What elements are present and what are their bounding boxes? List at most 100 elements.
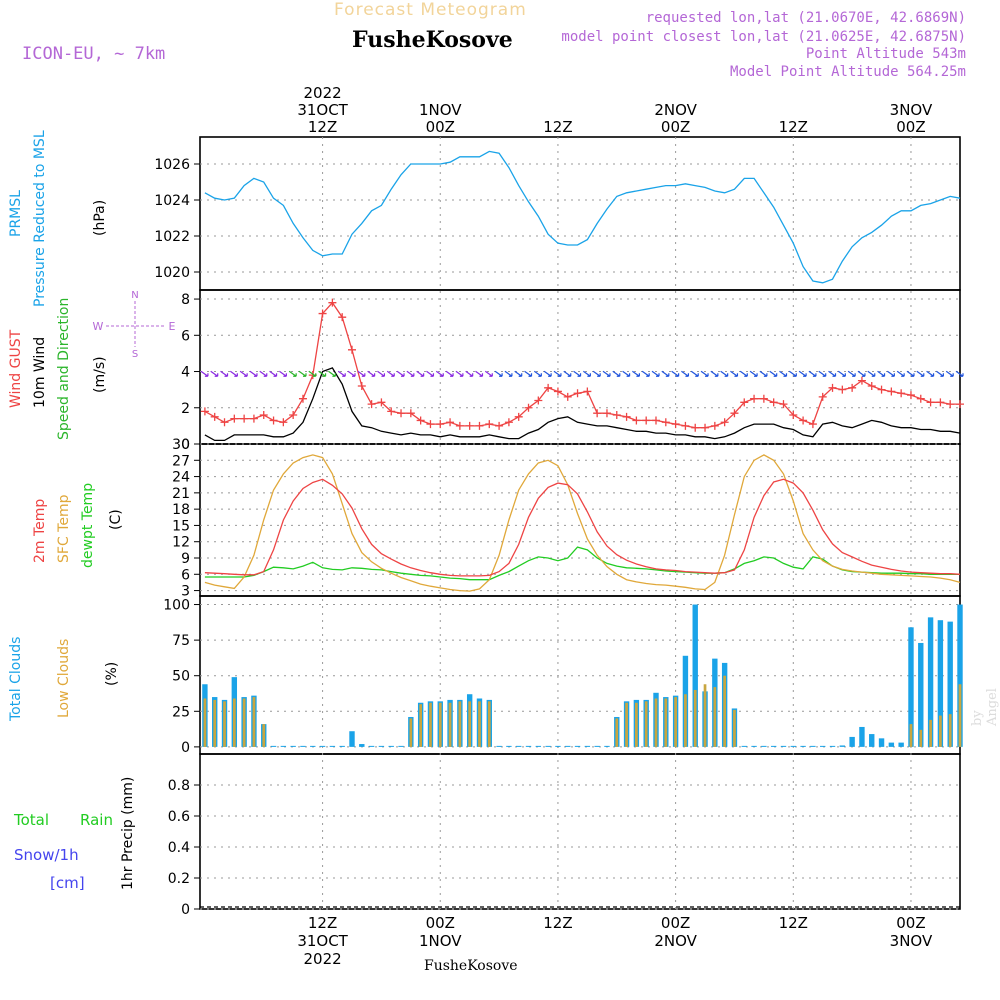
y-tick-label: 0.2 xyxy=(168,871,190,887)
compass-n: N xyxy=(131,290,138,301)
gust-marker xyxy=(348,345,356,354)
bar-total-clouds xyxy=(770,745,777,747)
wind-dir-arrow xyxy=(514,370,523,377)
wind-dir-arrow xyxy=(877,370,886,377)
wind-dir-arrow xyxy=(377,370,386,377)
bar-total-clouds xyxy=(516,745,522,747)
bar-low-clouds xyxy=(615,718,619,747)
gust-marker xyxy=(446,418,455,427)
y-tick-label: 6 xyxy=(181,567,190,583)
y-tick-label: 1024 xyxy=(154,193,190,209)
bar-total-clouds xyxy=(888,742,895,747)
bar-total-clouds xyxy=(761,745,767,747)
bar-low-clouds xyxy=(939,715,942,747)
bar-total-clouds xyxy=(300,745,306,747)
gust-marker xyxy=(730,409,739,418)
bar-low-clouds xyxy=(919,729,923,747)
gust-marker xyxy=(956,400,964,409)
bottom-time-label: 12Z xyxy=(308,914,337,932)
location-title: FusheKosove xyxy=(352,27,513,53)
bar-total-clouds xyxy=(800,745,806,747)
wind-dir-arrow xyxy=(426,370,435,377)
bar-total-clouds xyxy=(388,745,394,747)
bar-total-clouds xyxy=(535,745,542,747)
gust-marker xyxy=(710,421,719,430)
bar-total-clouds xyxy=(359,744,365,747)
bottom-time-label: 1NOV xyxy=(419,932,462,950)
gust-marker xyxy=(240,414,249,423)
bottom-time-label: 2022 xyxy=(303,950,341,968)
wind-dir-arrow xyxy=(543,370,552,377)
gust-marker xyxy=(553,387,562,396)
gust-marker xyxy=(769,398,778,407)
series-sfc-temp xyxy=(204,454,961,592)
wind-dir-arrow xyxy=(259,370,268,377)
wind-dir-arrow xyxy=(288,370,297,377)
wind-dir-arrow xyxy=(494,370,503,377)
wind-dir-arrow xyxy=(641,370,650,377)
y-tick-label: 24 xyxy=(172,470,190,486)
label-snow: Snow/1h xyxy=(14,846,79,864)
wind-dir-arrow xyxy=(945,370,954,377)
gust-marker xyxy=(504,418,513,427)
bar-total-clouds xyxy=(565,745,571,747)
bar-low-clouds xyxy=(958,684,962,747)
gust-marker xyxy=(720,418,729,427)
bar-total-clouds xyxy=(378,745,385,747)
wind-dir-arrow xyxy=(357,370,366,377)
bottom-time-label: 31OCT xyxy=(297,932,348,950)
wind-dir-arrow xyxy=(739,370,748,377)
series-wind-gust xyxy=(204,301,960,429)
gust-marker xyxy=(573,389,582,398)
wind-dir-arrow xyxy=(798,370,807,377)
bar-total-clouds xyxy=(957,604,963,747)
y-tick-label: 15 xyxy=(172,518,190,534)
gust-marker xyxy=(318,309,327,318)
wind-dir-arrow xyxy=(445,370,454,377)
bar-total-clouds xyxy=(908,627,914,747)
top-time-label: 3NOV xyxy=(890,101,933,119)
bar-low-clouds xyxy=(409,718,413,747)
y-tick-label: 6 xyxy=(181,328,190,344)
bar-low-clouds xyxy=(723,675,726,747)
wind-dir-arrow xyxy=(828,370,837,377)
wind-dir-arrow xyxy=(936,370,944,377)
bar-total-clouds xyxy=(751,745,757,747)
top-time-label: 12Z xyxy=(308,118,337,136)
y-tick-label: 30 xyxy=(172,437,190,453)
wind-dir-arrow xyxy=(416,370,425,377)
wind-dir-arrow xyxy=(553,370,562,377)
panel-frame-precip xyxy=(199,753,961,910)
y-tick-label: 0 xyxy=(181,740,190,756)
gust-marker xyxy=(946,400,955,409)
wind-dir-arrow xyxy=(847,370,856,377)
wind-dir-arrow xyxy=(249,370,258,377)
bar-low-clouds xyxy=(242,698,246,747)
gust-marker xyxy=(642,416,651,425)
gust-marker xyxy=(230,414,239,423)
gust-marker xyxy=(455,421,464,430)
bar-low-clouds xyxy=(625,702,628,747)
wind-dir-arrow xyxy=(504,370,513,377)
gust-marker xyxy=(808,420,817,429)
top-time-label: 12Z xyxy=(779,118,808,136)
bar-low-clouds xyxy=(213,699,217,747)
gust-marker xyxy=(397,409,406,418)
wind-dir-arrow xyxy=(583,370,591,377)
wind-dir-arrow xyxy=(808,370,817,377)
wind-dir-arrow xyxy=(328,370,336,377)
wind-dir-arrow xyxy=(730,370,739,377)
y-tick-label: 25 xyxy=(172,704,190,720)
bar-total-clouds xyxy=(398,745,404,747)
bar-total-clouds xyxy=(859,726,865,747)
y-tick-label: 27 xyxy=(172,453,190,469)
y-tick-label: 3 xyxy=(181,584,190,600)
compass-w: W xyxy=(93,320,104,333)
wind-dir-arrow xyxy=(867,370,876,377)
bar-total-clouds xyxy=(878,738,885,747)
wind-dir-arrow xyxy=(681,370,690,377)
bar-low-clouds xyxy=(684,694,687,747)
gust-marker xyxy=(652,416,660,425)
model-label: ICON-EU, ~ 7km xyxy=(22,44,166,64)
bar-low-clouds xyxy=(429,702,432,747)
